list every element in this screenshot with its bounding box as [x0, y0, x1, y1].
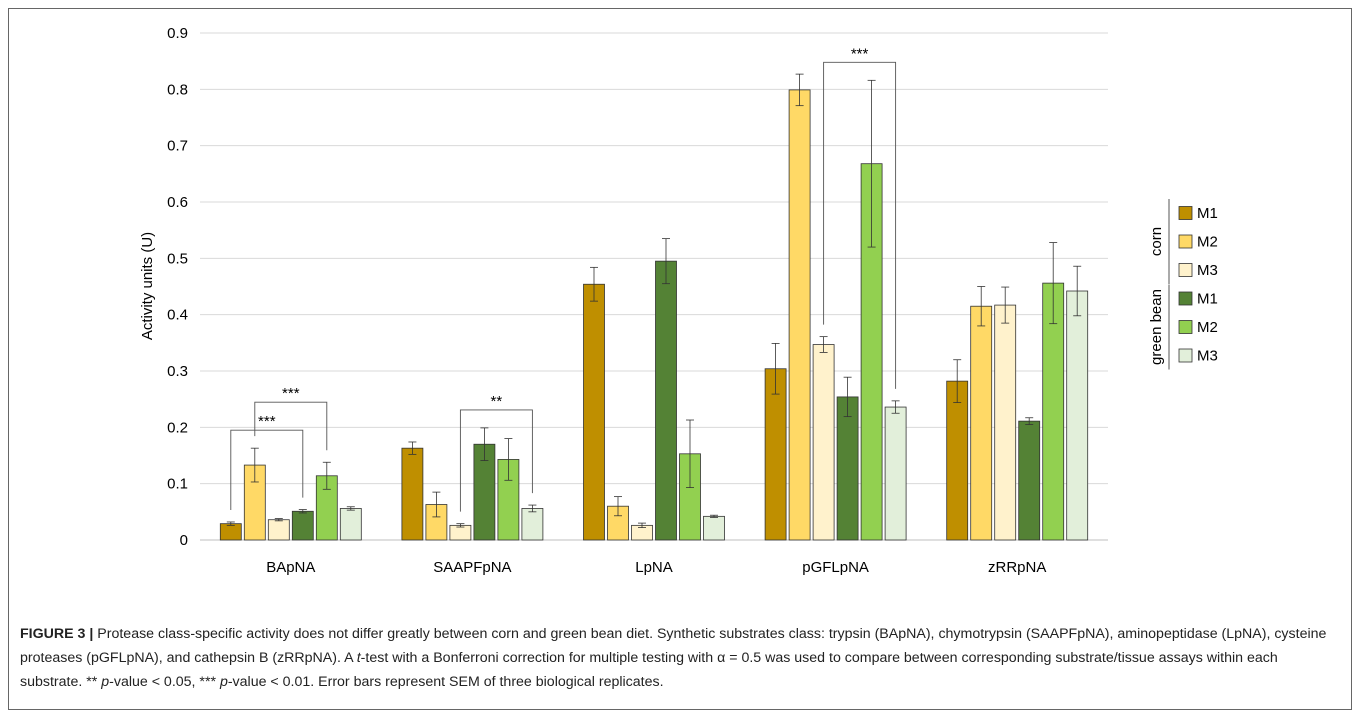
significance-brackets: ****** ***** — [230, 45, 897, 512]
legend-swatch — [1178, 348, 1193, 363]
y-tick-label: 0.3 — [167, 363, 188, 380]
legend-label: M3 — [1197, 262, 1218, 279]
x-axis-tick-labels: BApNA SAAPFpNA LpNA pGFLpNA zRRpNA — [266, 559, 1046, 576]
caption-t: t — [356, 650, 361, 666]
bar — [836, 396, 859, 541]
legend-group-label: green bean — [1148, 289, 1165, 365]
caption-p1: p — [101, 674, 110, 690]
y-tick-label: 0.5 — [167, 250, 188, 267]
legend-label: M3 — [1197, 348, 1218, 365]
bar — [1018, 420, 1041, 541]
legend-swatch — [1178, 263, 1193, 277]
bar — [994, 304, 1017, 541]
y-tick-label: 0.4 — [167, 307, 188, 324]
caption-text-1: Protease class-specific activity does no… — [20, 626, 1327, 666]
legend-label: M1 — [1197, 205, 1218, 222]
bar — [521, 508, 544, 541]
bar-chart: 0 0.1 0.2 0.3 0.4 0.5 0.6 0.7 0.8 0.9 Activity un… — [139, 25, 1218, 576]
y-tick-label: 0.6 — [167, 194, 188, 211]
significance-label: ** — [491, 393, 503, 410]
caption-text-3: -value < 0.05, *** — [109, 674, 220, 690]
caption-text-2: -test with a Bonferroni correction for m… — [20, 650, 1278, 690]
legend-label: M2 — [1197, 319, 1218, 336]
bar — [970, 305, 993, 541]
x-tick-label: LpNA — [635, 559, 673, 576]
significance-bracket — [823, 61, 897, 389]
y-tick-label: 0.9 — [167, 25, 188, 42]
significance-label: *** — [282, 385, 300, 402]
legend-group-label: corn — [1148, 227, 1165, 256]
y-tick-label: 0 — [180, 532, 188, 549]
bar — [655, 260, 677, 541]
significance-bracket — [230, 429, 304, 510]
error-bars — [226, 73, 1082, 529]
y-tick-label: 0.1 — [167, 476, 188, 493]
legend-swatch — [1178, 234, 1193, 249]
bar — [267, 519, 290, 541]
bar — [788, 89, 811, 541]
bar — [339, 508, 362, 541]
bar — [583, 283, 605, 541]
caption-text-4: -value < 0.01. Error bars represent SEM … — [227, 674, 664, 690]
bar — [449, 524, 472, 541]
y-axis-ticks: 0 0.1 0.2 0.3 0.4 0.5 0.6 0.7 0.8 0.9 — [167, 25, 188, 549]
legend-swatch — [1178, 291, 1193, 306]
significance-label: *** — [258, 413, 276, 430]
legend-label: M1 — [1197, 291, 1218, 308]
y-axis-label: Activity units (U) — [139, 232, 156, 340]
bar — [884, 406, 907, 541]
figure-caption: FIGURE 3 | Protease class-specific activ… — [20, 622, 1340, 694]
figure-label: FIGURE 3 | — [20, 626, 94, 642]
bar — [291, 510, 314, 541]
bar — [219, 523, 242, 541]
legend-swatch — [1178, 320, 1193, 334]
bar — [812, 344, 835, 541]
significance-label: *** — [851, 45, 869, 62]
significance-bracket — [459, 409, 533, 512]
x-tick-label: pGFLpNA — [802, 559, 869, 576]
bar — [1066, 290, 1089, 541]
legend: M1 M2 M3 M1 M2 M3 corn green bean — [1148, 199, 1218, 370]
y-tick-label: 0.2 — [167, 419, 188, 436]
bar — [703, 515, 725, 541]
significance-bracket — [254, 401, 328, 451]
legend-swatch — [1178, 206, 1193, 220]
bar — [946, 380, 969, 541]
bar — [401, 447, 424, 541]
y-tick-label: 0.8 — [167, 81, 188, 98]
x-tick-label: zRRpNA — [988, 559, 1046, 576]
x-tick-label: SAAPFpNA — [433, 559, 511, 576]
caption-p2: p — [219, 674, 228, 690]
figure-frame — [8, 8, 1352, 710]
x-tick-label: BApNA — [266, 559, 315, 576]
y-tick-label: 0.7 — [167, 138, 188, 155]
legend-label: M2 — [1197, 234, 1218, 251]
